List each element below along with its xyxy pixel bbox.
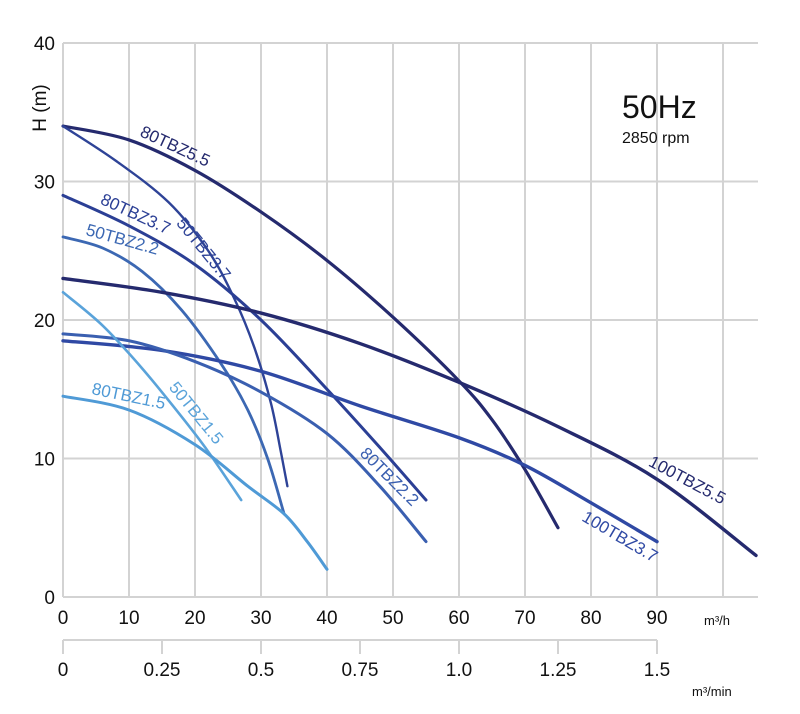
curves — [61, 124, 758, 571]
curve-100tbz3-7 — [61, 339, 659, 544]
curve-label-80tbz2-2: 80TBZ2.2 — [356, 444, 422, 510]
x2-tick-label: 1.5 — [644, 660, 670, 681]
x-tick-label: 50 — [382, 608, 403, 629]
x2-tick-label: 1.25 — [540, 660, 577, 681]
y-tick-label: 40 — [34, 34, 55, 55]
x-axis-unit-m3h: m³/h — [704, 613, 730, 628]
curve-100tbz5-5 — [61, 276, 758, 558]
y-tick-label: 30 — [34, 173, 55, 194]
rpm-label: 2850 rpm — [622, 130, 690, 147]
curve-label-50tbz1-5: 50TBZ1.5 — [165, 378, 227, 448]
x2-tick-label: 0 — [58, 660, 69, 681]
curve-label-50tbz3-7: 50TBZ3.7 — [173, 214, 235, 284]
curve-labels: 80TBZ5.550TBZ3.780TBZ3.750TBZ2.2100TBZ5.… — [84, 122, 729, 566]
curve-80tbz5-5 — [61, 124, 560, 530]
x-tick-label: 40 — [316, 608, 337, 629]
x2-axis-unit-m3min: m³/min — [692, 684, 732, 699]
y-tick-label: 0 — [44, 588, 55, 609]
x-tick-label: 60 — [448, 608, 469, 629]
x-tick-label: 30 — [250, 608, 271, 629]
y-tick-label: 20 — [34, 311, 55, 332]
curve-50tbz2-2 — [61, 235, 286, 516]
grid — [62, 42, 758, 598]
curve-80tbz2-2 — [61, 332, 428, 544]
curve-80tbz1-5 — [61, 394, 329, 571]
y-axis-title: H (m) — [30, 84, 51, 131]
x-tick-label: 20 — [184, 608, 205, 629]
x2-tick-label: 0.5 — [248, 660, 274, 681]
x-tick-label: 10 — [118, 608, 139, 629]
x2-tick-label: 0.25 — [144, 660, 181, 681]
axes: 0 10 20 30 40 0 10 20 30 40 50 60 70 80 90 0 0.25 0.5 0.75… — [34, 34, 670, 681]
y-tick-label: 10 — [34, 450, 55, 471]
frequency-label: 50Hz — [622, 89, 697, 125]
x-tick-label: 90 — [646, 608, 667, 629]
x-tick-label: 0 — [58, 608, 69, 629]
x-tick-label: 80 — [580, 608, 601, 629]
curve-50tbz3-7 — [61, 124, 289, 488]
x2-tick-label: 0.75 — [342, 660, 379, 681]
x2-tick-label: 1.0 — [446, 660, 472, 681]
x-tick-label: 70 — [514, 608, 535, 629]
curve-80tbz3-7 — [61, 193, 428, 502]
